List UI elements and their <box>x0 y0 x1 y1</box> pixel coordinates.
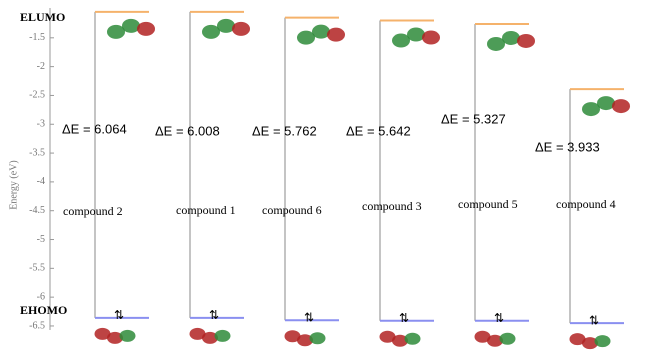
orbital-icon <box>570 333 586 345</box>
orbital-icon <box>120 330 136 342</box>
electron-arrows: ⇅ <box>114 308 124 322</box>
homo-label: EHOMO <box>20 303 67 317</box>
compound-label: compound 4 <box>556 197 616 211</box>
electron-arrows: ⇅ <box>399 311 409 325</box>
orbital-icon <box>500 333 516 345</box>
orbital-icon <box>95 328 111 340</box>
y-tick-label: -3.5 <box>29 147 45 158</box>
orbital-icon <box>612 99 630 113</box>
electron-arrows: ⇅ <box>304 310 314 324</box>
electron-arrows: ⇅ <box>209 308 219 322</box>
orbital-icon <box>297 31 315 45</box>
orbital-icon <box>190 328 206 340</box>
y-tick-label: -2.5 <box>29 90 45 101</box>
y-tick-label: -6 <box>37 291 45 302</box>
orbital-icon <box>310 332 326 344</box>
compound-label: compound 3 <box>362 199 422 213</box>
y-tick-label: -4.5 <box>29 205 45 216</box>
orbital-icon <box>582 102 600 116</box>
orbital-icon <box>517 34 535 48</box>
orbital-icon <box>137 22 155 36</box>
y-tick-label: -5.5 <box>29 263 45 274</box>
orbital-icon <box>392 34 410 48</box>
gap-label: ΔE = 6.008 <box>155 123 220 138</box>
compound-label: compound 1 <box>176 203 236 217</box>
orbital-icon <box>595 335 611 347</box>
compound-label: compound 2 <box>63 204 123 218</box>
y-tick-label: -3 <box>37 119 45 130</box>
orbital-icon <box>285 330 301 342</box>
gap-label: ΔE = 5.642 <box>346 123 411 138</box>
y-tick-label: -1.5 <box>29 32 45 43</box>
orbital-icon <box>422 31 440 45</box>
gap-label: ΔE = 3.933 <box>535 139 600 154</box>
orbital-icon <box>487 37 505 51</box>
electron-arrows: ⇅ <box>494 311 504 325</box>
gap-label: ΔE = 5.762 <box>252 123 317 138</box>
y-tick-label: -4 <box>37 176 45 187</box>
orbital-icon <box>405 333 421 345</box>
compound-label: compound 6 <box>262 203 322 217</box>
lumo-label: ELUMO <box>20 10 65 24</box>
y-tick-label: -2 <box>37 61 45 72</box>
electron-arrows: ⇅ <box>589 313 599 327</box>
orbital-icon <box>380 331 396 343</box>
compound-label: compound 5 <box>458 197 518 211</box>
orbital-icon <box>107 25 125 39</box>
orbital-icon <box>202 25 220 39</box>
orbital-icon <box>232 22 250 36</box>
orbital-icon <box>475 331 491 343</box>
orbital-icon <box>215 330 231 342</box>
y-axis-title: Energy (eV) <box>8 160 19 210</box>
gap-label: ΔE = 5.327 <box>441 111 506 126</box>
y-tick-label: -6.5 <box>29 320 45 331</box>
chart: Energy (eV) -1.5 -2 -2.5 -3 -3.5 -4 -4.5 -5 -5.5… <box>0 0 653 360</box>
y-tick-label: -5 <box>37 234 45 245</box>
gap-label: ΔE = 6.064 <box>62 121 127 136</box>
orbital-icon <box>327 28 345 42</box>
